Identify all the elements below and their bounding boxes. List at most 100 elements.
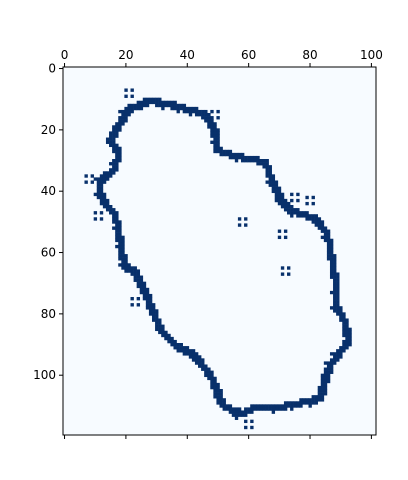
mask-cell	[148, 97, 153, 102]
mask-cell	[287, 211, 291, 215]
mask-cell	[99, 195, 104, 200]
mask-cell	[142, 287, 147, 292]
mask-cell	[161, 324, 165, 328]
mask-cell	[102, 195, 107, 200]
mask-cell	[194, 352, 199, 356]
mask-cell	[314, 220, 318, 224]
mask-cell	[329, 290, 334, 295]
mask-cell	[244, 410, 248, 414]
mask-cell	[225, 404, 230, 408]
mask-cell	[262, 407, 266, 411]
mask-cell	[231, 407, 236, 411]
mask-cell	[176, 103, 180, 108]
mask-cell	[329, 244, 334, 249]
mask-cell	[320, 235, 325, 240]
mask-cell	[287, 201, 291, 206]
mask-cell	[222, 152, 226, 157]
mask-cell	[139, 290, 144, 295]
mask-cell	[311, 220, 315, 224]
mask-cell	[142, 100, 147, 105]
mask-cell	[198, 364, 202, 368]
mask-cell	[277, 404, 282, 408]
mask-cell	[155, 312, 159, 316]
mask-cell	[155, 100, 159, 105]
mask-cell	[158, 103, 162, 108]
mask-cell	[339, 349, 343, 353]
mask-cell	[198, 113, 202, 117]
mask-cell	[342, 349, 346, 353]
mask-cell	[210, 131, 214, 135]
mask-cell	[210, 373, 214, 378]
mask-cell	[105, 137, 110, 141]
mask-cell	[265, 165, 269, 169]
mask-cell	[290, 214, 294, 218]
mask-cell	[213, 137, 217, 141]
mask-cell	[99, 186, 104, 190]
mask-cell	[231, 155, 236, 160]
mask-cell	[109, 131, 113, 135]
mask-cell	[105, 174, 110, 178]
mask-cell	[326, 257, 331, 261]
mask-cell	[118, 244, 122, 249]
mask-cell	[323, 370, 328, 374]
mask-cell	[228, 149, 233, 154]
mask-cell	[112, 149, 116, 154]
mask-cell	[99, 211, 104, 215]
mask-cell	[115, 165, 119, 169]
mask-cell	[274, 404, 279, 408]
mask-cell	[277, 195, 282, 200]
mask-cell	[308, 404, 312, 408]
mask-cell	[145, 293, 150, 298]
mask-cell	[93, 211, 98, 215]
mask-cell	[191, 349, 196, 353]
mask-cell	[112, 146, 116, 151]
mask-cell	[253, 404, 257, 408]
mask-cell	[115, 238, 119, 243]
mask-cell	[167, 336, 171, 341]
mask-cell	[320, 229, 325, 233]
mask-cell	[277, 407, 282, 411]
mask-cell	[139, 275, 144, 279]
mask-cell	[161, 333, 165, 338]
mask-cell	[142, 297, 147, 301]
mask-cell	[173, 339, 177, 344]
mask-cell	[274, 192, 279, 197]
mask-cell	[247, 155, 251, 160]
mask-cell	[339, 355, 343, 359]
mask-cell	[336, 297, 340, 301]
mask-cell	[271, 180, 276, 184]
mask-cell	[329, 257, 334, 261]
mask-cell	[237, 223, 242, 227]
mask-cell	[102, 180, 107, 184]
mask-cell	[188, 113, 193, 117]
mask-cell	[219, 149, 223, 154]
mask-cell	[240, 159, 245, 163]
mask-cell	[244, 155, 248, 160]
mask-cell	[139, 103, 144, 108]
mask-cell	[118, 241, 122, 246]
mask-cell	[256, 407, 260, 411]
mask-cell	[112, 137, 116, 141]
mask-cell	[136, 100, 141, 105]
mask-cell	[185, 346, 190, 350]
mask-cell	[234, 159, 239, 163]
mask-cell	[130, 269, 134, 273]
mask-cell	[124, 113, 128, 117]
mask-cell	[234, 416, 239, 420]
mask-cell	[179, 103, 183, 108]
mask-cell	[323, 392, 328, 396]
mask-cell	[121, 119, 125, 123]
mask-cell	[305, 401, 309, 405]
mask-cell	[225, 152, 230, 157]
mask-cell	[121, 113, 125, 117]
mask-cell	[182, 349, 187, 353]
mask-cell	[262, 162, 266, 166]
plot-frame	[62, 66, 377, 436]
mask-cell	[207, 373, 211, 378]
mask-cell	[130, 303, 134, 307]
mask-cell	[219, 392, 223, 396]
mask-cell	[333, 260, 337, 264]
mask-cell	[256, 155, 260, 160]
mask-cell	[84, 180, 88, 184]
